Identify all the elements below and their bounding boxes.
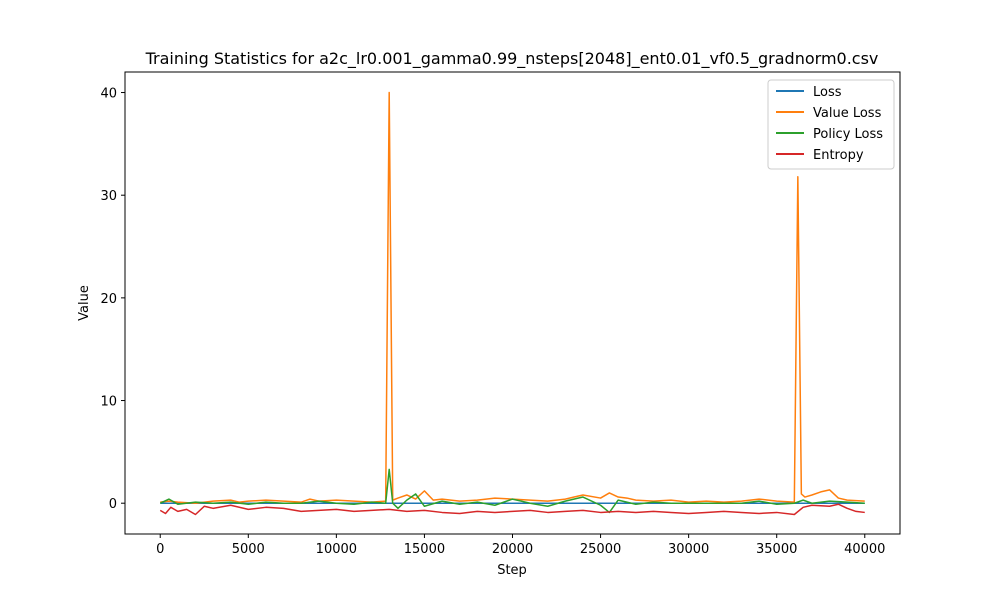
legend-entry: Policy Loss [813, 127, 883, 142]
y-tick-label: 10 [100, 395, 117, 410]
y-axis-label: Value [77, 285, 92, 321]
series-line-policy-loss [159, 468, 865, 514]
x-axis-ticks: 0 5000 10000 15000 20000 25000 30000 35000 40000 [156, 534, 885, 557]
legend: Loss Value Loss Policy Loss Entropy [767, 79, 895, 170]
x-tick-label: 5000 [232, 542, 265, 557]
y-tick-label: 40 [100, 87, 117, 102]
y-tick-label: 30 [100, 189, 117, 204]
x-tick-label: 0 [156, 542, 164, 557]
y-tick-label: 20 [100, 292, 117, 307]
x-tick-label: 10000 [316, 542, 357, 557]
x-tick-label: 35000 [756, 542, 797, 557]
legend-entry: Value Loss [813, 106, 882, 121]
legend-entry: Loss [813, 85, 842, 100]
x-axis-label: Step [497, 563, 527, 578]
legend-box [767, 79, 895, 170]
x-tick-label: 25000 [580, 542, 621, 557]
x-tick-label: 30000 [668, 542, 709, 557]
series-layer [159, 91, 865, 516]
legend-entry: Entropy [813, 148, 864, 163]
x-tick-label: 15000 [404, 542, 445, 557]
y-tick-label: 0 [109, 497, 117, 512]
chart-title: Training Statistics for a2c_lr0.001_gamm… [145, 49, 879, 69]
y-axis-ticks: 0 10 20 30 40 [100, 87, 125, 512]
x-tick-label: 40000 [844, 542, 885, 557]
x-tick-label: 20000 [492, 542, 533, 557]
series-line-entropy [159, 503, 865, 516]
